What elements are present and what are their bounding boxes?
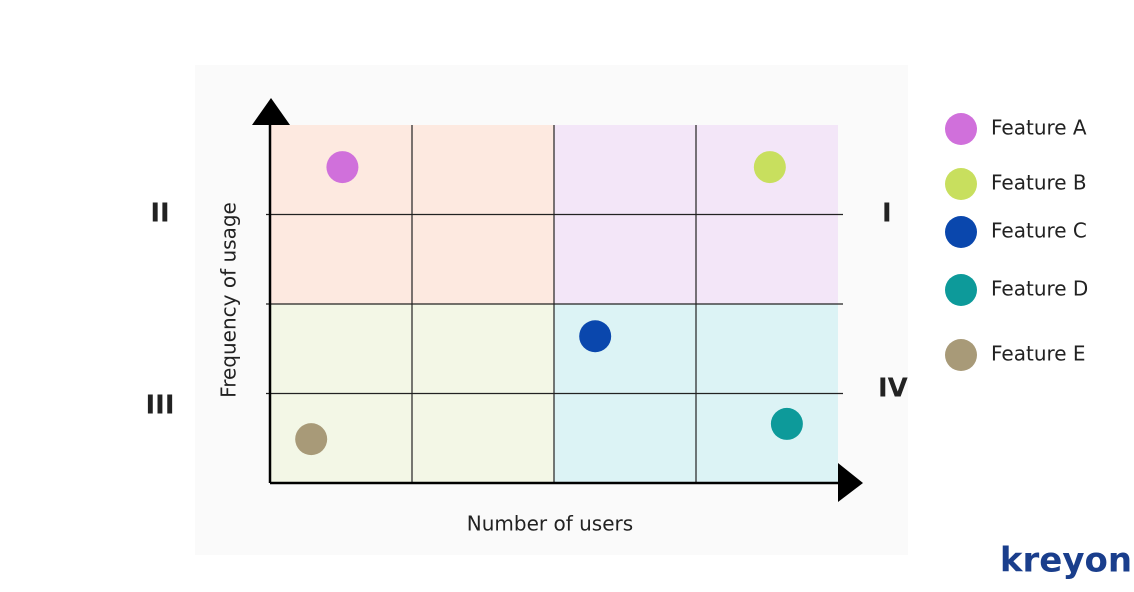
- legend-swatch: [945, 274, 977, 306]
- legend-label: Feature A: [991, 116, 1087, 140]
- quadrant-label: III: [145, 391, 174, 421]
- y-axis-label: Frequency of usage: [217, 202, 241, 398]
- legend-label: Feature D: [991, 277, 1088, 301]
- brand-logo: kreyon: [1000, 541, 1132, 581]
- legend-swatch: [945, 216, 977, 248]
- grid-layer: [266, 125, 843, 483]
- point: [326, 151, 359, 184]
- quadrant-label: II: [150, 199, 169, 229]
- legend-label: Feature E: [991, 342, 1086, 366]
- y-arrow: [252, 98, 290, 125]
- legend-swatch: [945, 168, 977, 200]
- quadrant-label: IV: [878, 374, 908, 404]
- legend-swatch: [945, 113, 977, 145]
- legend-swatch: [945, 339, 977, 371]
- x-axis-label: Number of users: [467, 512, 633, 536]
- x-arrow: [838, 463, 863, 502]
- point: [753, 151, 786, 184]
- axes: [252, 98, 863, 502]
- point: [579, 320, 612, 353]
- legend-label: Feature C: [991, 219, 1087, 243]
- legend-label: Feature B: [991, 171, 1087, 195]
- quadrant-label: I: [882, 199, 892, 229]
- point: [295, 423, 328, 456]
- point: [770, 407, 803, 440]
